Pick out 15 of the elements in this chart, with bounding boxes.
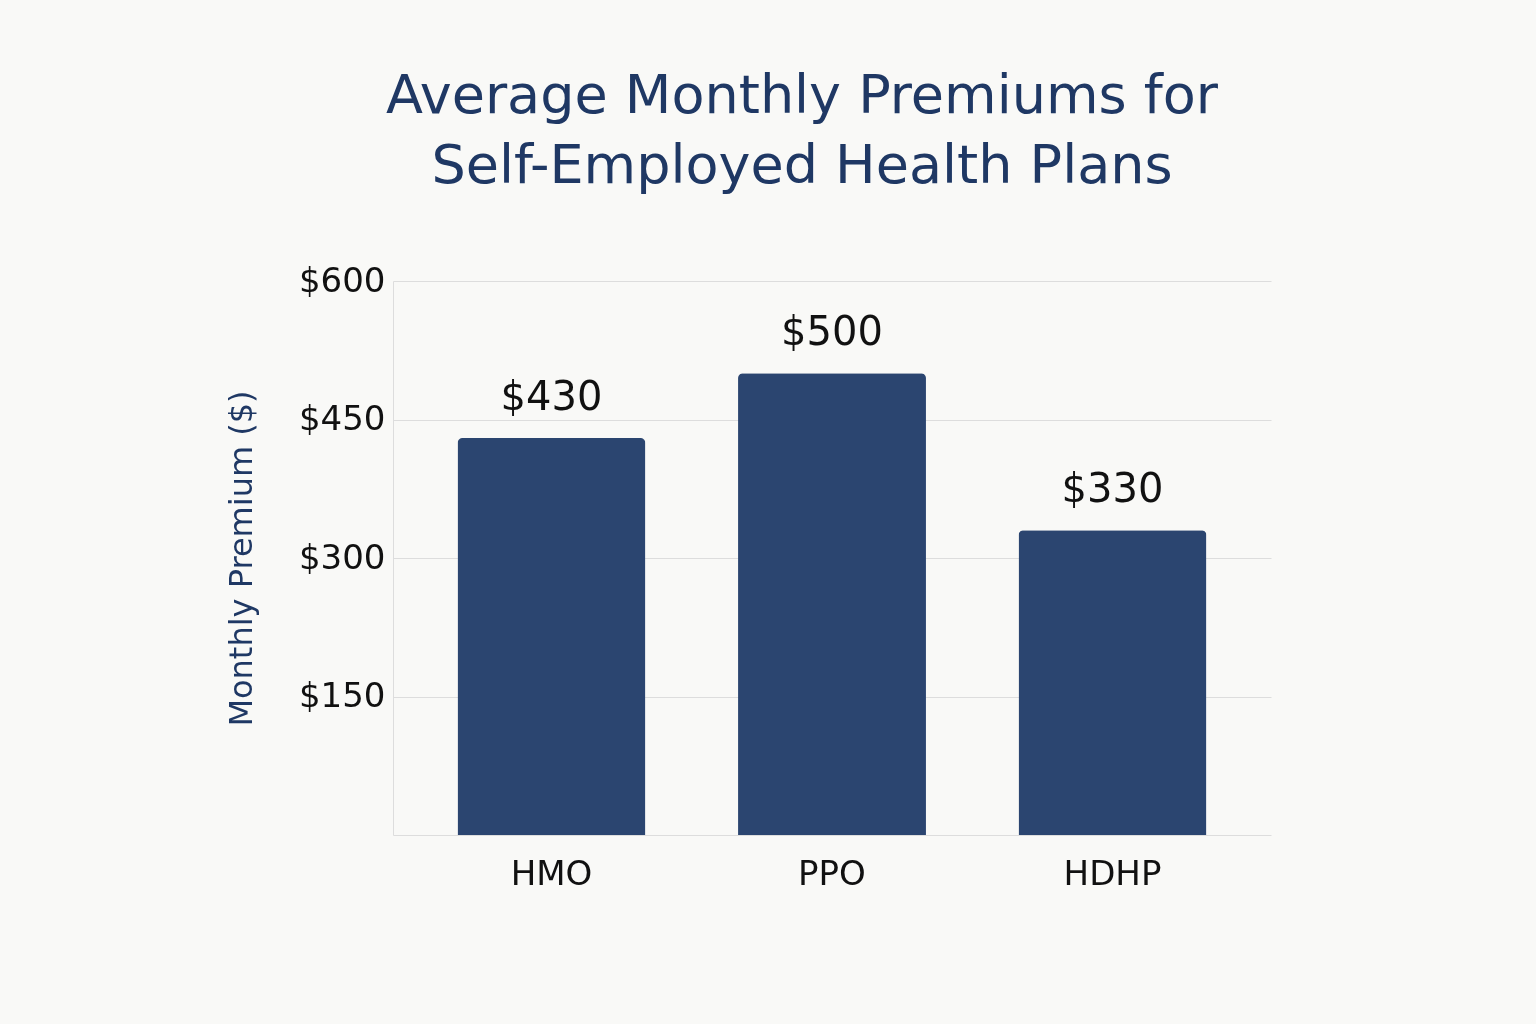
y-tick-label: $300 [298,536,386,577]
chart-title: Average Monthly Premiums for Self-Employed Health Plans [385,63,1219,196]
x-tick-label: HMO [510,852,593,893]
data-label: $330 [1061,465,1164,512]
bar [738,373,926,835]
y-axis-title: Monthly Premium ($) [221,390,260,727]
x-tick-label: HDHP [1063,852,1162,893]
bar [1018,530,1207,835]
data-label: $430 [500,372,603,419]
x-tick-label: PPO [798,852,866,893]
bar [457,437,646,835]
data-label: $500 [781,308,883,355]
y-tick-label: $450 [298,398,386,438]
y-tick-label: $150 [298,675,386,715]
y-tick-label: $600 [298,259,386,300]
